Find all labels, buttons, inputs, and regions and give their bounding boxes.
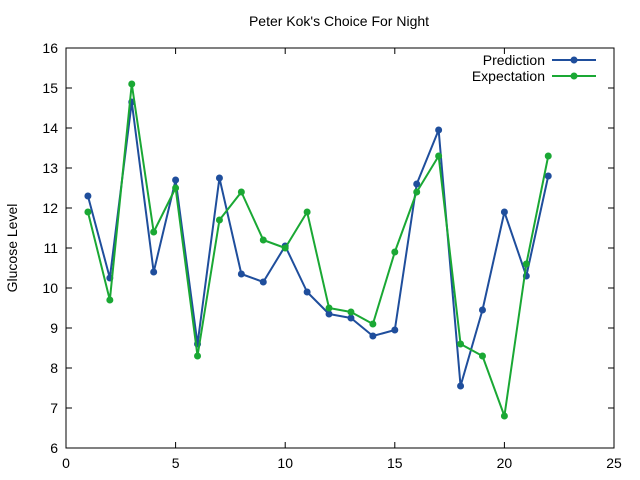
y-tick-label: 7 [50,400,58,416]
data-point-prediction [478,306,486,314]
series-prediction [84,98,552,390]
series-line-expectation [86,83,550,417]
data-point-expectation [325,304,333,312]
x-tick-label: 10 [277,455,293,471]
data-point-prediction [172,176,180,184]
data-point-prediction [347,314,355,322]
data-point-expectation [215,216,223,224]
legend-label-prediction: Prediction [483,52,545,68]
series-layer [84,80,552,420]
data-point-expectation [369,320,377,328]
data-point-expectation [259,236,267,244]
y-tick-label: 10 [42,280,58,296]
data-point-prediction [150,268,158,276]
data-point-expectation [84,208,92,216]
legend-swatch-marker-expectation [570,72,578,80]
data-point-expectation [435,152,443,160]
data-point-expectation [303,208,311,216]
data-point-prediction [500,208,508,216]
data-point-prediction [84,192,92,200]
series-line-prediction [86,101,550,387]
data-point-expectation [237,188,245,196]
data-point-prediction [391,326,399,334]
data-point-expectation [281,244,289,252]
data-point-expectation [413,188,421,196]
data-point-prediction [215,174,223,182]
y-axis-label: Glucose Level [4,204,20,293]
y-tick-label: 8 [50,360,58,376]
data-point-expectation [500,412,508,420]
legend-entry-expectation: Expectation [472,68,596,84]
x-tick-label: 0 [62,455,70,471]
legend-swatch-marker-prediction [570,56,578,64]
data-point-prediction [259,278,267,286]
x-tick-label: 20 [497,455,513,471]
y-tick-label: 15 [42,80,58,96]
data-point-prediction [435,126,443,134]
data-point-prediction [325,310,333,318]
data-point-expectation [347,308,355,316]
y-tick-label: 13 [42,160,58,176]
data-point-expectation [106,296,114,304]
x-tick-label: 5 [172,455,180,471]
series-expectation [84,80,552,420]
y-tick-label: 11 [43,240,58,256]
data-point-expectation [544,152,552,160]
data-point-expectation [128,80,136,88]
x-tick-label: 25 [606,455,622,471]
legend-entry-prediction: Prediction [483,52,596,68]
chart-title: Peter Kok's Choice For Night [249,13,429,29]
data-point-expectation [172,184,180,192]
data-point-expectation [522,260,530,268]
y-tick-label: 9 [50,320,58,336]
data-point-prediction [369,332,377,340]
y-tick-label: 6 [50,440,58,456]
y-tick-label: 12 [42,200,58,216]
y-tick-label: 14 [42,120,58,136]
data-point-prediction [457,382,465,390]
legend-label-expectation: Expectation [472,68,545,84]
data-point-prediction [544,172,552,180]
data-point-prediction [237,270,245,278]
axis-ticks: 0 5 10 15 20 25 6 7 8 9 10 11 12 13 14 15 16 [42,40,622,471]
data-point-expectation [194,352,202,360]
data-point-expectation [457,340,465,348]
data-point-expectation [478,352,486,360]
y-tick-label: 16 [42,40,58,56]
data-point-expectation [150,228,158,236]
data-point-prediction [303,288,311,296]
data-point-prediction [413,180,421,188]
data-point-expectation [391,248,399,256]
x-tick-label: 15 [387,455,403,471]
